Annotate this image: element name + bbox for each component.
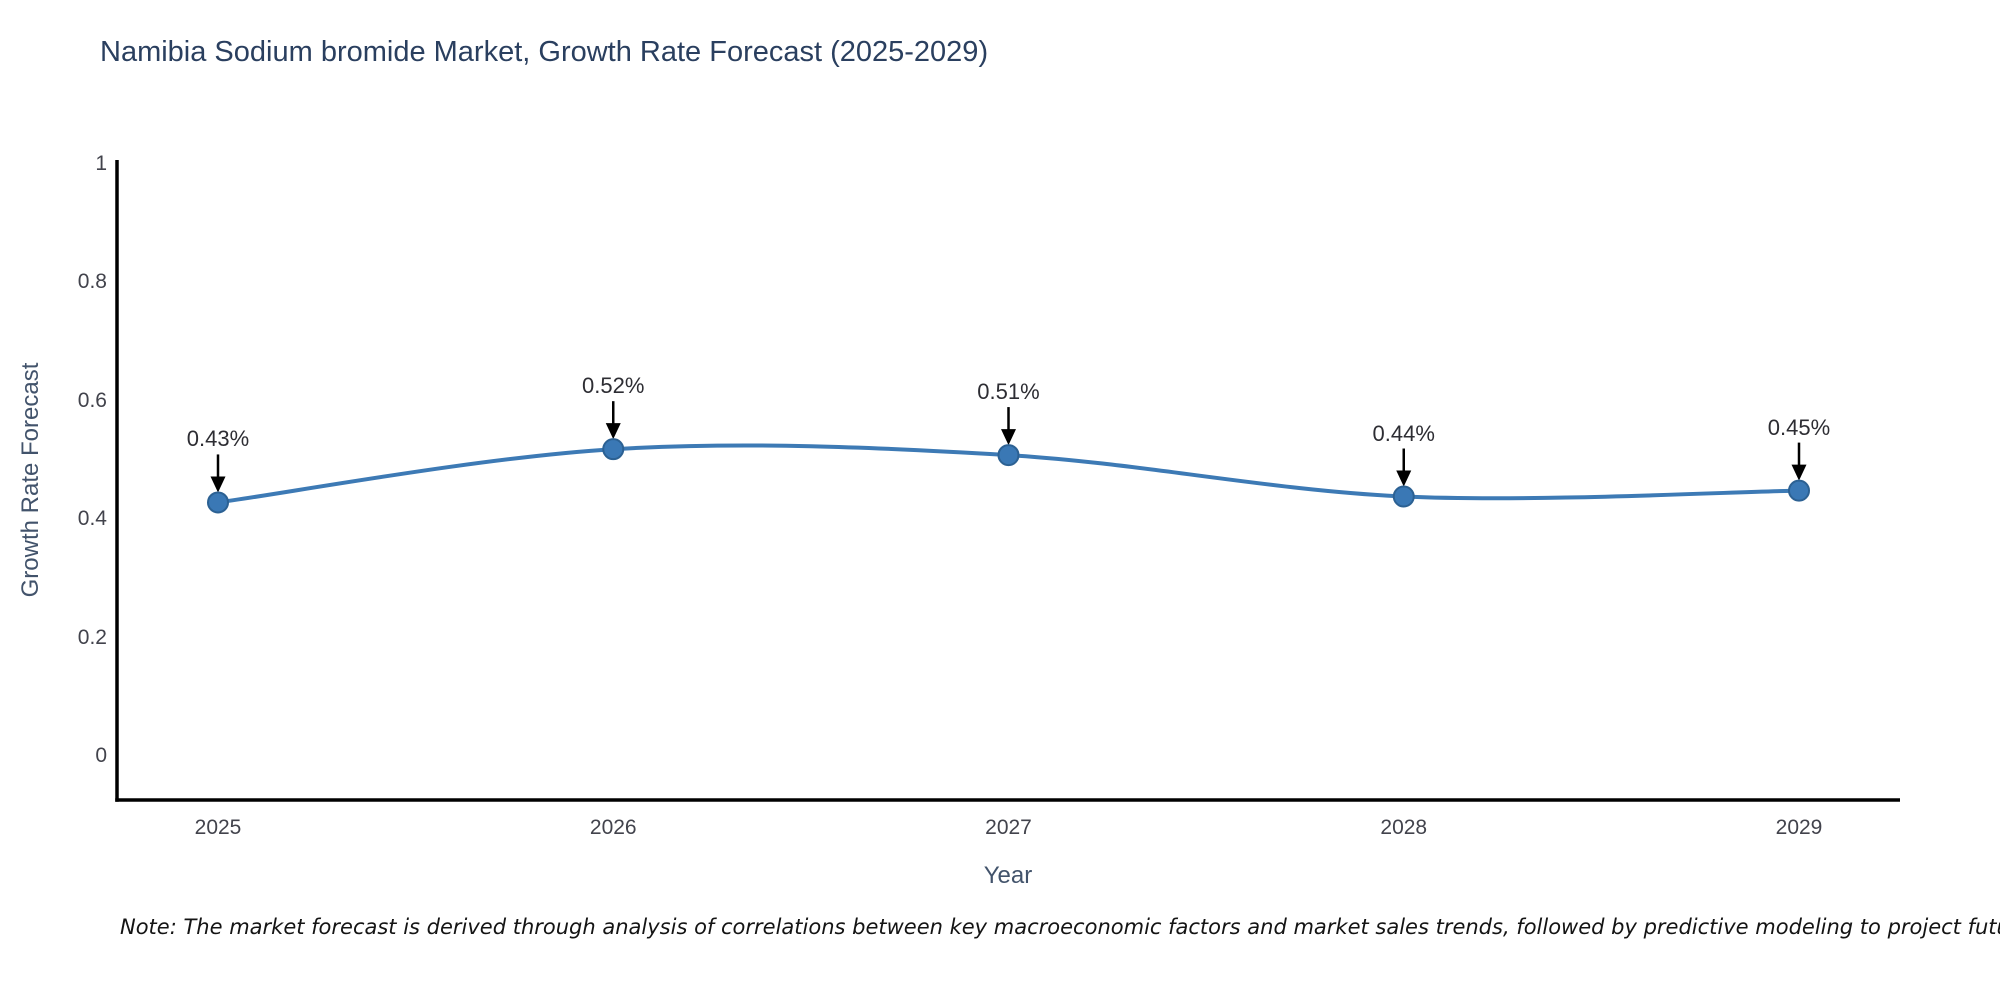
y-tick-label: 0: [95, 744, 107, 767]
footnote-wrap: Note: The market forecast is derived thr…: [0, 915, 2000, 939]
annotation-arrow-head: [605, 423, 621, 440]
y-tick-label: 0.4: [77, 507, 107, 531]
point-value-label: 0.52%: [582, 373, 645, 399]
annotation-arrow-head: [1396, 470, 1412, 487]
data-point-marker: [602, 438, 625, 461]
point-value-label: 0.45%: [1767, 414, 1831, 440]
data-point-marker: [1788, 479, 1810, 502]
footnote: Note: The market forecast is derived thr…: [120, 915, 2000, 939]
y-axis-title: Growth Rate Forecast: [17, 362, 44, 598]
annotation-arrow-head: [1001, 429, 1016, 446]
data-point-marker: [1392, 485, 1415, 508]
annotation-arrow-head: [210, 476, 226, 493]
x-tick-label: 2029: [1775, 816, 1823, 839]
x-tick-label: 2027: [985, 816, 1032, 839]
x-tick-label: 2026: [589, 816, 637, 839]
x-axis-title: Year: [983, 862, 1033, 889]
x-tick-label: 2028: [1380, 816, 1428, 839]
y-tick-label: 1: [95, 152, 107, 175]
point-value-label: 0.44%: [1372, 420, 1435, 446]
data-point-marker: [207, 491, 229, 514]
x-tick-label: 2025: [194, 816, 242, 839]
point-value-label: 0.43%: [186, 426, 250, 452]
chart-title: Namibia Sodium bromide Market, Growth Ra…: [100, 36, 989, 68]
annotation-arrow-head: [1791, 464, 1807, 481]
y-tick-label: 0.2: [77, 625, 107, 649]
data-point-marker: [997, 444, 1020, 467]
y-tick-label: 0.8: [77, 270, 107, 294]
y-tick-label: 0.6: [77, 388, 107, 412]
point-value-label: 0.51%: [977, 379, 1040, 405]
